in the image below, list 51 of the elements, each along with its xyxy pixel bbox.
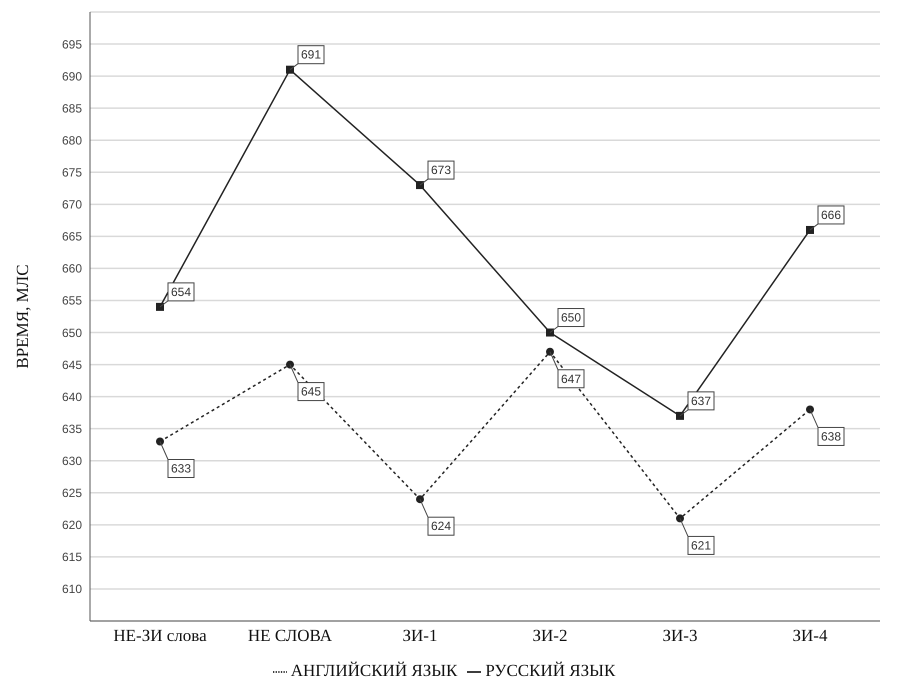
legend-label: РУССКИЙ ЯЗЫК xyxy=(485,661,616,680)
point xyxy=(416,495,424,504)
y-tick-label: 635 xyxy=(62,422,82,436)
x-tick-label: ЗИ-1 xyxy=(402,626,438,646)
data-label: 673 xyxy=(430,163,452,178)
data-label: 666 xyxy=(820,208,842,222)
y-tick-label: 650 xyxy=(62,326,82,340)
data-label: 691 xyxy=(300,48,322,62)
y-tick-label: 660 xyxy=(62,262,82,276)
y-tick-label: 670 xyxy=(62,198,82,212)
point xyxy=(806,226,814,234)
y-tick-label: 685 xyxy=(62,101,82,116)
y-tick-label: 640 xyxy=(62,390,82,404)
y-tick-label: 675 xyxy=(62,166,82,180)
point xyxy=(806,405,814,414)
data-label: 633 xyxy=(170,462,192,476)
data-label: 638 xyxy=(820,429,842,444)
data-label: 650 xyxy=(560,310,582,325)
y-tick-label: 630 xyxy=(62,454,82,468)
y-axis-title: ВРЕМЯ, МЛС xyxy=(13,264,32,369)
data-label: 621 xyxy=(690,538,712,552)
y-tick-label: 625 xyxy=(62,486,82,500)
y-tick-label: 610 xyxy=(62,582,82,596)
data-label: 654 xyxy=(170,284,192,299)
data-label: 647 xyxy=(560,372,582,386)
point xyxy=(546,348,554,356)
data-label: 624 xyxy=(430,519,452,534)
point xyxy=(286,66,294,74)
y-tick-label: 690 xyxy=(62,69,82,84)
point xyxy=(676,412,684,420)
x-tick-label: НЕ-ЗИ слова xyxy=(113,626,208,646)
x-tick-label: ЗИ-2 xyxy=(532,626,568,646)
point xyxy=(156,438,164,446)
y-tick-label: 655 xyxy=(62,294,82,308)
x-tick-label: ЗИ-3 xyxy=(662,626,698,646)
data-label: 645 xyxy=(300,384,322,399)
y-tick-label: 645 xyxy=(62,358,82,372)
point xyxy=(416,181,424,190)
y-tick-label: 620 xyxy=(62,518,82,532)
y-tick-label: 695 xyxy=(62,37,82,52)
legend-label: АНГЛИЙСКИЙ ЯЗЫК xyxy=(290,661,458,680)
y-tick-label: 680 xyxy=(62,133,82,148)
point xyxy=(286,360,294,369)
point xyxy=(546,328,554,337)
x-tick-label: НЕ СЛОВА xyxy=(248,626,333,646)
point xyxy=(156,302,164,311)
x-tick-label: ЗИ-4 xyxy=(792,626,828,646)
data-label: 637 xyxy=(690,394,712,408)
y-tick-label: 615 xyxy=(62,550,82,564)
y-tick-label: 665 xyxy=(62,230,82,244)
point xyxy=(676,514,684,522)
